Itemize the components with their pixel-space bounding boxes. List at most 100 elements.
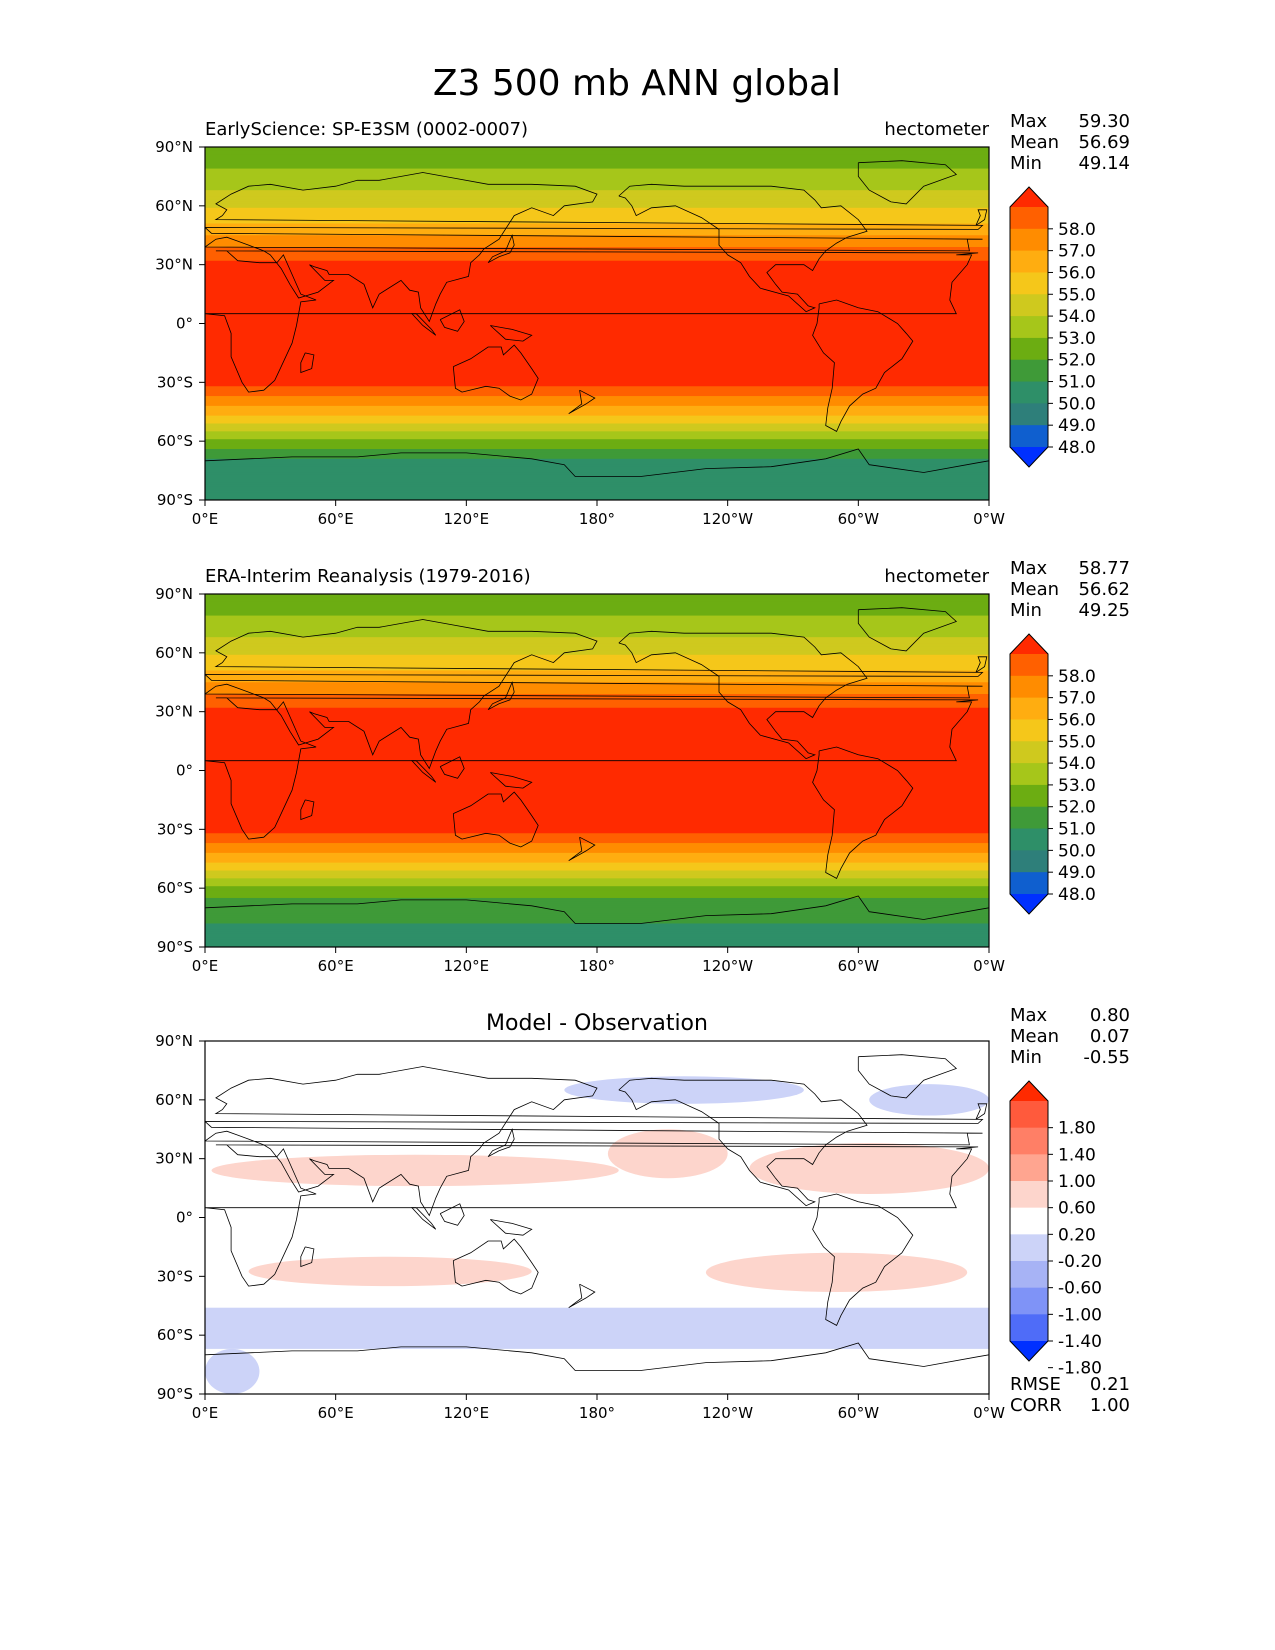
- contour-band: [205, 945, 989, 947]
- colorbar-label: 55.0: [1058, 732, 1096, 752]
- contour-band: [205, 778, 989, 781]
- contour-band: [205, 750, 989, 754]
- contour-band: [205, 629, 989, 632]
- coastline: [490, 325, 533, 342]
- colorbar-segment: [1010, 675, 1048, 699]
- contour-band: [205, 882, 989, 885]
- colorbar-segment: [1010, 381, 1048, 404]
- contour-band: [205, 366, 989, 370]
- contour-band: [205, 839, 989, 842]
- contour-band: [205, 719, 989, 723]
- contour-band: [205, 841, 989, 844]
- contour-band: [205, 384, 989, 387]
- contour-band: [205, 650, 989, 654]
- colorbar-label: -0.60: [1058, 1279, 1102, 1299]
- x-tick-label: 180°: [579, 510, 615, 528]
- y-tick-label: 0°: [176, 762, 193, 780]
- y-tick-label: 60°N: [155, 197, 193, 215]
- contour-band: [205, 419, 989, 423]
- contour-band: [205, 325, 989, 329]
- contour-band: [205, 223, 989, 227]
- contour-band: [205, 307, 989, 311]
- contour-band: [205, 939, 989, 942]
- contour-band: [205, 254, 989, 258]
- panel-title-center: Model - Observation: [486, 1011, 708, 1036]
- contour-band: [205, 603, 989, 607]
- coastline: [487, 1127, 515, 1158]
- contour-band: [205, 209, 989, 213]
- contour-band: [205, 790, 989, 793]
- contour-band: [205, 270, 989, 274]
- contour-band: [205, 623, 989, 626]
- positive-anomaly-region: [248, 1256, 532, 1287]
- contour-band: [205, 403, 989, 407]
- contour-band: [205, 644, 989, 648]
- y-tick-label: 30°N: [155, 703, 193, 721]
- contour-band: [205, 709, 989, 713]
- contour-band: [205, 692, 989, 695]
- contour-band: [205, 456, 989, 460]
- x-tick-label: 0°E: [192, 1404, 219, 1422]
- coastline: [410, 1207, 437, 1230]
- colorbar-segment: [1010, 828, 1048, 851]
- y-tick-label: 0°: [176, 1209, 193, 1227]
- contour-band: [205, 327, 989, 330]
- contour-band: [205, 409, 989, 413]
- colorbar: 58.057.056.055.054.053.052.051.050.049.0…: [1009, 633, 1096, 915]
- contour-band: [205, 347, 989, 350]
- contour-band: [205, 735, 989, 738]
- contour-band: [205, 911, 989, 915]
- stat-value: 0.21: [1090, 1374, 1130, 1395]
- x-tick-label: 60°W: [838, 1404, 880, 1422]
- colorbar-segment: [1010, 1287, 1048, 1315]
- contour-band: [205, 233, 989, 236]
- coastline: [975, 1103, 988, 1120]
- contour-band: [205, 907, 989, 911]
- contour-band: [205, 597, 989, 601]
- colorbar-label: 57.0: [1058, 689, 1096, 709]
- contour-band: [205, 194, 989, 197]
- contour-band: [205, 239, 989, 242]
- contour-band: [205, 756, 989, 760]
- contour-band: [205, 396, 989, 399]
- contour-band: [205, 374, 989, 378]
- contour-band: [205, 827, 989, 830]
- contour-band: [205, 776, 989, 779]
- contour-band: [205, 480, 989, 483]
- contour-band: [205, 943, 989, 946]
- colorbar-label: 52.0: [1058, 351, 1096, 371]
- contour-band: [205, 219, 989, 223]
- contour-band: [205, 348, 989, 352]
- colorbar-label: 1.40: [1058, 1145, 1096, 1165]
- contour-band: [205, 186, 989, 189]
- colorbar-label: -1.40: [1058, 1332, 1102, 1352]
- coastline: [618, 630, 868, 760]
- contour-band: [205, 801, 989, 805]
- contour-band: [205, 398, 989, 401]
- y-tick-label: 90°S: [157, 491, 193, 509]
- contour-band: [205, 894, 989, 897]
- contour-band: [205, 917, 989, 921]
- contour-band: [205, 835, 989, 838]
- contour-band: [205, 425, 989, 429]
- colorbar-label: 51.0: [1058, 820, 1096, 840]
- contour-band: [205, 639, 989, 642]
- contour-band: [205, 635, 989, 638]
- contour-band: [205, 323, 989, 327]
- contour-band: [205, 605, 989, 609]
- colorbar-label: 50.0: [1058, 841, 1096, 861]
- contour-band: [205, 684, 989, 687]
- contour-band: [205, 599, 989, 603]
- contour-band: [205, 276, 989, 279]
- contour-band: [205, 780, 989, 783]
- stat-value: 56.62: [1078, 579, 1130, 600]
- colorbar-label: 54.0: [1058, 307, 1096, 327]
- contour-band: [205, 256, 989, 260]
- y-tick-label: 90°S: [157, 1385, 193, 1403]
- contour-band: [205, 462, 989, 466]
- contour-band: [205, 356, 989, 360]
- contour-band: [205, 852, 989, 856]
- contour-band: [205, 294, 989, 297]
- contour-band: [205, 913, 989, 917]
